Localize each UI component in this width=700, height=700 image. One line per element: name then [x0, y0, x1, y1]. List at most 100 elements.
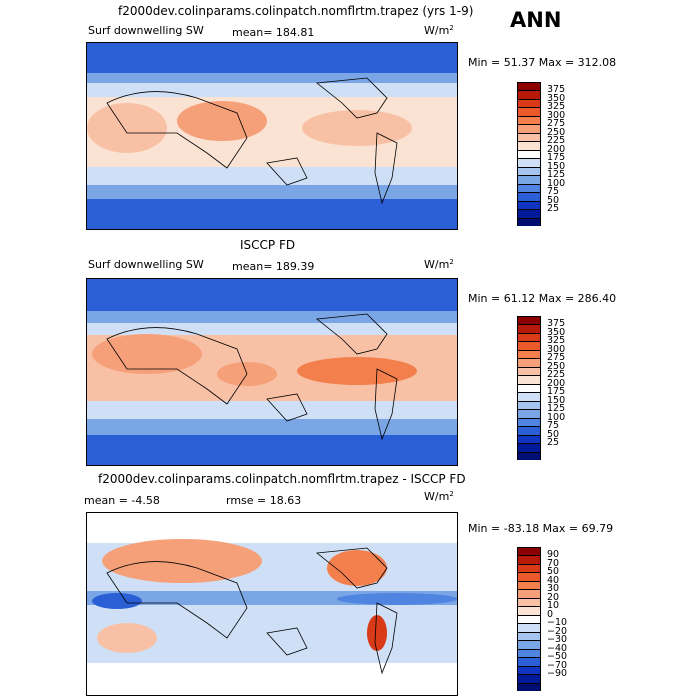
colorbar-label: 175	[547, 386, 566, 398]
colorbar-label: −50	[547, 651, 568, 663]
colorbar-swatch	[518, 640, 540, 649]
colorbar-label: 25	[547, 203, 560, 215]
colorbar-swatch	[518, 366, 540, 376]
colorbar-swatch	[518, 341, 540, 350]
colorbar-label: 150	[547, 394, 566, 406]
colorbar-swatch	[518, 316, 540, 325]
colorbar-swatch	[518, 623, 540, 632]
panel1-variable: Surf downwelling SW	[88, 24, 204, 37]
colorbar-label: 300	[547, 343, 566, 355]
colorbar-swatch	[518, 200, 540, 210]
colorbar-swatch	[518, 580, 540, 590]
colorbar-label: 125	[547, 169, 566, 181]
colorbar-label: 75	[547, 186, 560, 198]
panel3-map-field	[87, 513, 457, 695]
colorbar-swatch	[518, 98, 540, 108]
colorbar-swatch	[518, 124, 540, 133]
colorbar-label: 25	[547, 437, 560, 449]
panel3-title: f2000dev.colinparams.colinpatch.nomflrtm…	[98, 472, 466, 486]
panel1-title: f2000dev.colinparams.colinpatch.nomflrtm…	[118, 4, 474, 18]
panel3-colorbar-swatches	[517, 547, 541, 691]
colorbar-label: 75	[547, 420, 560, 432]
colorbar-swatch	[518, 90, 540, 99]
colorbar-swatch	[518, 563, 540, 573]
colorbar-label: 200	[547, 143, 566, 155]
colorbar-swatch	[518, 426, 540, 435]
colorbar-label: 125	[547, 403, 566, 415]
colorbar-swatch	[518, 349, 540, 359]
colorbar-swatch	[518, 175, 540, 184]
panel2-map	[86, 278, 458, 466]
colorbar-label: −20	[547, 625, 568, 637]
colorbar-label: 10	[547, 600, 560, 612]
colorbar-label: 50	[547, 566, 560, 578]
season-label: ANN	[510, 8, 562, 32]
colorbar-label: 50	[547, 428, 560, 440]
colorbar-swatch	[518, 217, 540, 226]
colorbar-label: −30	[547, 634, 568, 646]
colorbar-label: 375	[547, 318, 566, 330]
colorbar-swatch	[518, 648, 540, 658]
colorbar-swatch	[518, 665, 540, 675]
colorbar-swatch	[518, 409, 540, 418]
colorbar-label: 300	[547, 109, 566, 121]
panel2-mean: mean= 189.39	[232, 260, 315, 273]
colorbar-label: 100	[547, 177, 566, 189]
colorbar-label: 90	[547, 549, 560, 561]
colorbar-label: 0	[547, 608, 554, 620]
colorbar-swatch	[518, 192, 540, 201]
panel2-title: ISCCP FD	[240, 238, 296, 252]
colorbar-label: 250	[547, 360, 566, 372]
panel1-units: W/m2	[424, 24, 454, 37]
colorbar-swatch	[518, 657, 540, 666]
colorbar-swatch	[518, 631, 540, 641]
colorbar-swatch	[518, 375, 540, 384]
colorbar-label: 100	[547, 411, 566, 423]
colorbar-swatch	[518, 183, 540, 193]
colorbar-swatch	[518, 149, 540, 159]
colorbar-swatch	[518, 443, 540, 452]
colorbar-label: −40	[547, 642, 568, 654]
panel1-colorbar-swatches	[517, 82, 541, 226]
colorbar-label: 225	[547, 369, 566, 381]
colorbar-swatch	[518, 332, 540, 342]
panel1-minmax: Min = 51.37 Max = 312.08	[468, 56, 617, 69]
panel2-variable: Surf downwelling SW	[88, 258, 204, 271]
colorbar-label: 50	[547, 194, 560, 206]
colorbar-label: 30	[547, 583, 560, 595]
panel3-rmse: rmse = 18.63	[226, 494, 302, 507]
colorbar-label: −90	[547, 668, 568, 680]
colorbar-swatch	[518, 115, 540, 125]
colorbar-swatch	[518, 674, 540, 683]
panel3-mean: mean = -4.58	[84, 494, 160, 507]
colorbar-swatch	[518, 400, 540, 410]
panel2-map-field	[87, 279, 457, 465]
panel2-colorbar-swatches	[517, 316, 541, 460]
colorbar-swatch	[518, 132, 540, 142]
colorbar-label: 350	[547, 92, 566, 104]
colorbar-swatch	[518, 392, 540, 401]
colorbar-swatch	[518, 606, 540, 615]
panel1-map-field	[87, 43, 457, 229]
colorbar-swatch	[518, 324, 540, 333]
panel1-mean: mean= 184.81	[232, 26, 315, 39]
colorbar-swatch	[518, 572, 540, 581]
colorbar-swatch	[518, 209, 540, 218]
colorbar-label: 150	[547, 160, 566, 172]
panel2-units: W/m2	[424, 258, 454, 271]
colorbar-swatch	[518, 141, 540, 150]
panel1-map	[86, 42, 458, 230]
panel3-map	[86, 512, 458, 696]
colorbar-label: 225	[547, 135, 566, 147]
panel2-minmax: Min = 61.12 Max = 286.40	[468, 292, 617, 305]
colorbar-swatch	[518, 597, 540, 607]
colorbar-label: −70	[547, 659, 568, 671]
panel3-units: W/m2	[424, 490, 454, 503]
colorbar-label: 325	[547, 335, 566, 347]
colorbar-swatch	[518, 589, 540, 598]
colorbar-swatch	[518, 107, 540, 116]
panel3-minmax: Min = -83.18 Max = 69.79	[468, 522, 614, 535]
colorbar-swatch	[518, 451, 540, 460]
colorbar-swatch	[518, 158, 540, 167]
colorbar-label: 175	[547, 152, 566, 164]
